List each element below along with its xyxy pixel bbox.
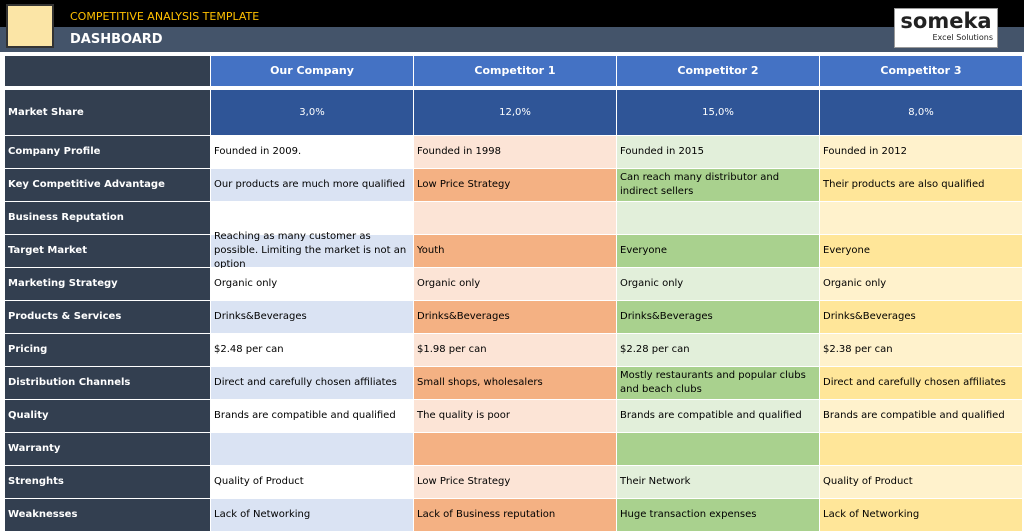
cell: Lack of Networking — [211, 499, 413, 531]
cell: Our products are much more qualified — [211, 169, 413, 201]
cell: Brands are compatible and qualified — [820, 400, 1022, 432]
column-header: Our Company — [211, 56, 413, 86]
cell: Brands are compatible and qualified — [617, 400, 819, 432]
cell — [211, 202, 413, 234]
cell — [820, 433, 1022, 465]
row-label: Quality — [5, 400, 210, 432]
cell — [414, 433, 616, 465]
cell: $2.48 per can — [211, 334, 413, 366]
cell: Their products are also qualified — [820, 169, 1022, 201]
row-label: Distribution Channels — [5, 367, 210, 399]
cell: Founded in 2015 — [617, 136, 819, 168]
cell: Small shops, wholesalers — [414, 367, 616, 399]
top-bar — [0, 0, 1024, 27]
cell — [820, 202, 1022, 234]
column-header: Competitor 3 — [820, 56, 1022, 86]
cell: Brands are compatible and qualified — [211, 400, 413, 432]
row-label: Company Profile — [5, 136, 210, 168]
row-label: Weaknesses — [5, 499, 210, 531]
cell: Youth — [414, 235, 616, 267]
title: COMPETITIVE ANALYSIS TEMPLATE — [70, 10, 260, 23]
cell: Lack of Networking — [820, 499, 1022, 531]
cell: The quality is poor — [414, 400, 616, 432]
row-label: Strenghts — [5, 466, 210, 498]
row-label: Products & Services — [5, 301, 210, 333]
column-header: Competitor 2 — [617, 56, 819, 86]
row-label — [5, 56, 210, 86]
cell: Organic only — [820, 268, 1022, 300]
cell — [617, 433, 819, 465]
cell — [617, 202, 819, 234]
cell: Lack of Business reputation — [414, 499, 616, 531]
cell — [414, 202, 616, 234]
cell: Quality of Product — [211, 466, 413, 498]
cell: Can reach many distributor and indirect … — [617, 169, 819, 201]
row-label: Marketing Strategy — [5, 268, 210, 300]
logo-text: someka — [900, 9, 992, 33]
cell: Organic only — [211, 268, 413, 300]
cell: Founded in 1998 — [414, 136, 616, 168]
cell: Direct and carefully chosen affiliates — [820, 367, 1022, 399]
cell: Quality of Product — [820, 466, 1022, 498]
cell: $1.98 per can — [414, 334, 616, 366]
subtitle: DASHBOARD — [70, 32, 163, 47]
logo: someka Excel Solutions — [894, 8, 998, 48]
market-share: 3,0% — [211, 90, 413, 135]
cell: Drinks&Beverages — [617, 301, 819, 333]
logo-sub: Excel Solutions — [932, 33, 994, 42]
cell: Founded in 2009. — [211, 136, 413, 168]
cell: Drinks&Beverages — [820, 301, 1022, 333]
cell: $2.28 per can — [617, 334, 819, 366]
cell: Everyone — [617, 235, 819, 267]
row-label: Target Market — [5, 235, 210, 267]
row-label: Key Competitive Advantage — [5, 169, 210, 201]
cell: Drinks&Beverages — [414, 301, 616, 333]
cell: Drinks&Beverages — [211, 301, 413, 333]
cell: Direct and carefully chosen affiliates — [211, 367, 413, 399]
cell: Organic only — [414, 268, 616, 300]
sub-bar — [0, 27, 1024, 52]
cell: Founded in 2012 — [820, 136, 1022, 168]
cell: Mostly restaurants and popular clubs and… — [617, 367, 819, 399]
cell: Reaching as many customer as possible. L… — [211, 231, 413, 270]
cell: Their Network — [617, 466, 819, 498]
market-share: 15,0% — [617, 90, 819, 135]
cell: Everyone — [820, 235, 1022, 267]
market-share: 12,0% — [414, 90, 616, 135]
cell: Organic only — [617, 268, 819, 300]
cell — [211, 433, 413, 465]
row-label: Business Reputation — [5, 202, 210, 234]
row-label: Market Share — [5, 90, 210, 135]
market-share: 8,0% — [820, 90, 1022, 135]
row-label: Warranty — [5, 433, 210, 465]
row-label: Pricing — [5, 334, 210, 366]
cell: Huge transaction expenses — [617, 499, 819, 531]
cell: Low Price Strategy — [414, 169, 616, 201]
column-header: Competitor 1 — [414, 56, 616, 86]
icon — [6, 4, 54, 48]
cell: $2.38 per can — [820, 334, 1022, 366]
cell: Low Price Strategy — [414, 466, 616, 498]
